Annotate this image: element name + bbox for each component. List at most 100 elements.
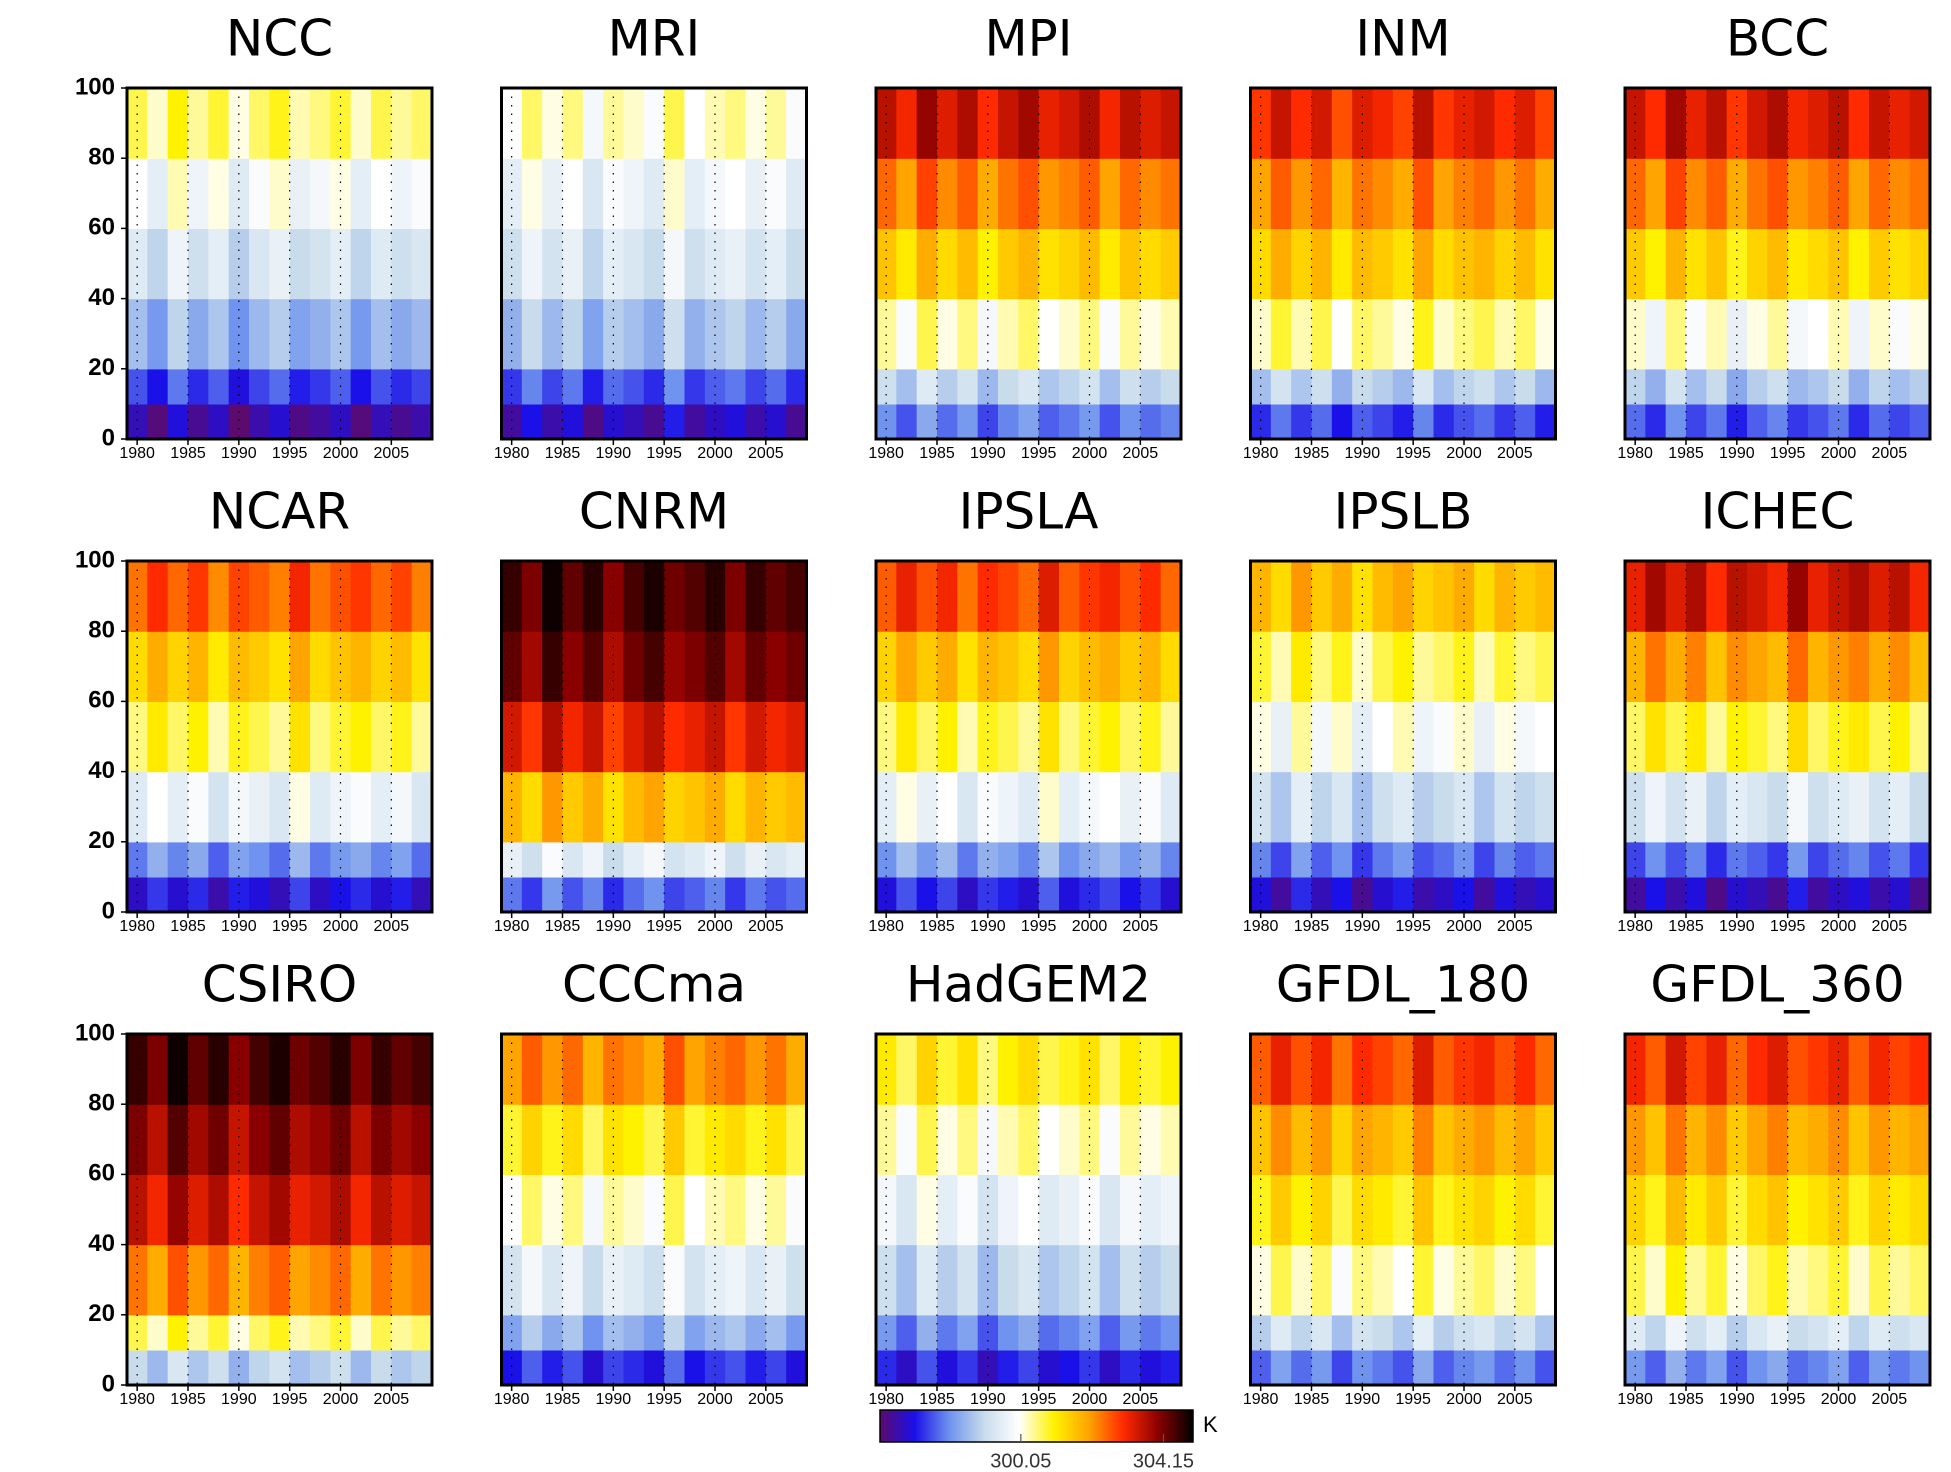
heat-cell xyxy=(269,228,291,300)
heat-cell xyxy=(1140,1174,1162,1246)
heat-cell xyxy=(249,1244,270,1316)
heat-cell xyxy=(1747,701,1768,773)
heat-cell xyxy=(745,631,767,702)
heat-cell xyxy=(208,1034,230,1105)
heat-cell xyxy=(1889,158,1911,229)
heat-cell xyxy=(1494,841,1516,878)
heat-cell xyxy=(391,88,413,159)
heat-cell xyxy=(684,1349,706,1386)
heat-cell xyxy=(1120,1174,1141,1246)
heat-cell xyxy=(1018,771,1040,843)
heat-cell xyxy=(1270,88,1292,159)
panel-title: IPSLA xyxy=(959,483,1099,541)
heat-cell xyxy=(391,771,413,843)
heat-cell xyxy=(147,1314,169,1351)
heat-cell xyxy=(350,631,372,702)
heat-cell xyxy=(623,631,645,702)
heat-cell xyxy=(876,158,897,229)
y-tick-label: 20 xyxy=(88,1300,115,1327)
heat-cell xyxy=(411,1174,433,1246)
x-tick-label: 1995 xyxy=(1395,445,1431,462)
heat-cell xyxy=(1291,88,1313,159)
heat-cell xyxy=(1392,701,1414,773)
heat-cell xyxy=(1099,1349,1121,1386)
heat-cell xyxy=(1787,771,1809,843)
heat-cell xyxy=(1665,1104,1687,1175)
heat-cell xyxy=(371,561,392,632)
heat-cell xyxy=(1767,631,1789,702)
heat-cell xyxy=(1726,298,1748,370)
heat-cell xyxy=(1079,631,1101,702)
heat-cell xyxy=(521,368,543,405)
heat-cell xyxy=(725,1104,747,1175)
heat-cell xyxy=(1018,88,1040,159)
heat-cell xyxy=(371,1244,392,1316)
heat-cell xyxy=(1726,403,1748,440)
heat-cell xyxy=(391,841,413,878)
heat-cell xyxy=(1018,1174,1040,1246)
heat-cell xyxy=(957,631,979,702)
heat-cell xyxy=(1433,1349,1455,1386)
heat-cell xyxy=(1331,631,1353,702)
x-tick-label: 2000 xyxy=(1072,445,1108,462)
heat-cell xyxy=(1331,158,1353,229)
heat-cell xyxy=(1270,701,1292,773)
colorbar-tick-label: 300.05 xyxy=(990,1450,1051,1472)
heat-cell xyxy=(1018,841,1040,878)
heat-cell xyxy=(330,631,352,702)
heat-cell xyxy=(310,771,331,843)
heat-cell xyxy=(1494,561,1516,632)
y-tick-label: 0 xyxy=(102,1370,115,1397)
heat-cell xyxy=(542,1314,564,1351)
heat-cell xyxy=(664,1104,686,1175)
heat-cell xyxy=(1018,228,1040,300)
heat-cell xyxy=(896,1314,918,1351)
heat-cell xyxy=(1059,771,1080,843)
heat-cell xyxy=(1120,1314,1141,1351)
x-tick-label: 1985 xyxy=(1668,445,1704,462)
heat-cell xyxy=(1433,403,1455,440)
heat-cell xyxy=(1038,771,1060,843)
heat-cell xyxy=(876,1104,897,1175)
x-tick-label: 2005 xyxy=(1497,1391,1533,1408)
heat-cell xyxy=(1099,158,1121,229)
heat-cell xyxy=(1413,771,1435,843)
heat-cell xyxy=(167,1349,189,1386)
heat-cell xyxy=(623,298,645,370)
heat-cell xyxy=(765,88,787,159)
heat-cell xyxy=(1909,561,1931,632)
heat-cell xyxy=(582,841,604,878)
heat-cell xyxy=(998,1034,1019,1105)
heat-cell xyxy=(1291,298,1313,370)
heat-cell xyxy=(411,1034,433,1105)
heat-cell xyxy=(1869,88,1890,159)
heat-cell xyxy=(391,228,413,300)
heat-cell xyxy=(521,298,543,370)
heat-cell xyxy=(1413,1104,1435,1175)
heat-cell xyxy=(725,1244,747,1316)
heat-cell xyxy=(1038,701,1060,773)
x-tick-label: 2005 xyxy=(1497,918,1533,935)
x-tick-label: 1990 xyxy=(221,1391,257,1408)
heat-cell xyxy=(745,1174,767,1246)
heat-cell xyxy=(1494,631,1516,702)
heat-cell xyxy=(1291,368,1313,405)
heat-cell xyxy=(1889,1244,1911,1316)
heat-cell xyxy=(1311,1244,1333,1316)
heat-cell xyxy=(501,1349,523,1386)
heat-cell xyxy=(998,1174,1019,1246)
heat-cell xyxy=(562,298,584,370)
heat-cell xyxy=(643,1104,665,1175)
heat-cell xyxy=(1686,403,1707,440)
x-tick-label: 1990 xyxy=(596,918,632,935)
heat-cell xyxy=(998,88,1019,159)
heat-cell xyxy=(1140,368,1162,405)
heat-cell xyxy=(1099,1174,1121,1246)
heat-cell xyxy=(1291,1034,1313,1105)
heat-cell xyxy=(582,403,604,440)
heat-cell xyxy=(977,298,999,370)
heat-cell xyxy=(876,701,897,773)
heat-cell xyxy=(411,1104,433,1175)
heat-cell xyxy=(916,1244,938,1316)
x-tick-label: 1985 xyxy=(170,918,206,935)
